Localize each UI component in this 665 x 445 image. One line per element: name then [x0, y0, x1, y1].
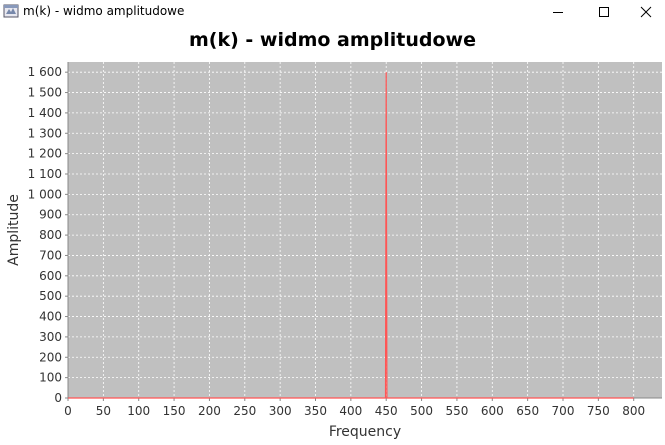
close-icon	[640, 6, 652, 18]
x-tick-label: 50	[96, 404, 111, 418]
x-tick-label: 200	[198, 404, 221, 418]
y-tick-label: 900	[39, 208, 62, 222]
window-title: m(k) - widmo amplitudowe	[23, 4, 185, 18]
x-tick-label: 800	[622, 404, 645, 418]
y-tick-label: 700	[39, 248, 62, 262]
x-tick-label: 600	[481, 404, 504, 418]
minimize-icon	[553, 12, 563, 13]
x-tick-label: 400	[339, 404, 362, 418]
close-button[interactable]	[627, 0, 665, 24]
minimize-button[interactable]	[535, 0, 581, 24]
y-tick-label: 1 300	[28, 126, 62, 140]
x-tick-label: 550	[445, 404, 468, 418]
x-tick-label: 100	[127, 404, 150, 418]
x-tick-label: 350	[304, 404, 327, 418]
x-tick-label: 150	[163, 404, 186, 418]
maximize-icon	[599, 7, 609, 17]
y-tick-label: 100	[39, 371, 62, 385]
y-tick-label: 800	[39, 228, 62, 242]
x-tick-label: 750	[587, 404, 610, 418]
x-axis-label: Frequency	[329, 424, 401, 440]
maximize-button[interactable]	[581, 0, 627, 24]
x-tick-label: 0	[64, 404, 72, 418]
y-tick-label: 1 000	[28, 187, 62, 201]
title-bar: m(k) - widmo amplitudowe	[0, 0, 665, 24]
y-tick-label: 0	[54, 391, 62, 405]
plot-area	[68, 62, 662, 398]
chart-title: m(k) - widmo amplitudowe	[189, 29, 476, 51]
x-tick-label: 500	[410, 404, 433, 418]
x-tick-label: 650	[516, 404, 539, 418]
y-tick-label: 1 400	[28, 106, 62, 120]
y-tick-label: 1 500	[28, 86, 62, 100]
y-tick-label: 1 600	[28, 65, 62, 79]
y-tick-label: 1 100	[28, 167, 62, 181]
y-axis-label: Amplitude	[6, 194, 22, 266]
x-tick-label: 450	[375, 404, 398, 418]
y-tick-label: 1 200	[28, 147, 62, 161]
series-line	[68, 72, 634, 399]
y-tick-label: 400	[39, 310, 62, 324]
java-app-icon	[3, 4, 19, 18]
y-tick-label: 200	[39, 350, 62, 364]
y-tick-label: 500	[39, 289, 62, 303]
y-tick-label: 600	[39, 269, 62, 283]
x-tick-label: 700	[552, 404, 575, 418]
x-tick-label: 250	[233, 404, 256, 418]
y-tick-label: 300	[39, 330, 62, 344]
x-tick-label: 300	[269, 404, 292, 418]
